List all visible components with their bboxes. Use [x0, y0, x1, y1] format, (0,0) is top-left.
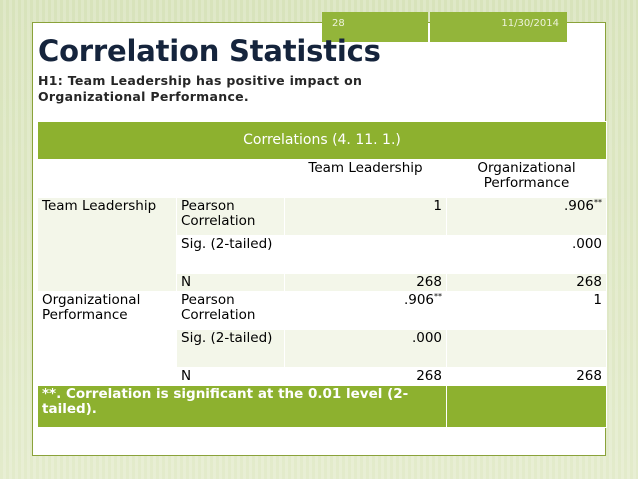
col-header-org-performance: Organizational Performance — [446, 159, 607, 198]
header-empty-cell — [176, 159, 285, 198]
hypothesis-text: H1: Team Leadership has positive impact … — [38, 73, 363, 104]
value-cell — [446, 329, 607, 368]
row-group-team-leadership: Team Leadership — [37, 197, 177, 292]
table-caption: Correlations (4. 11. 1.) — [37, 121, 607, 160]
page-title: Correlation Statistics — [38, 34, 381, 68]
stat-label: Sig. (2-tailed) — [176, 329, 285, 368]
value-text: .906 — [563, 198, 594, 214]
col-header-team-leadership: Team Leadership — [284, 159, 447, 198]
significance-mark: ** — [594, 198, 602, 207]
value-cell: 268 — [284, 273, 447, 292]
value-cell: 268 — [284, 367, 447, 386]
stat-label: N — [176, 367, 285, 386]
slide-number: 28 — [322, 12, 428, 42]
header-empty-cell — [37, 159, 177, 198]
value-cell: 268 — [446, 273, 607, 292]
stat-label: Sig. (2-tailed) — [176, 235, 285, 274]
value-cell: 1 — [284, 197, 447, 236]
value-cell: 268 — [446, 367, 607, 386]
stat-label: Pearson Correlation — [176, 197, 285, 236]
value-cell: .906** — [284, 291, 447, 330]
correlation-table: Correlations (4. 11. 1.) Team Leadership… — [37, 121, 607, 428]
footnote-empty-cell — [446, 385, 607, 428]
stat-label: Pearson Correlation — [176, 291, 285, 330]
row-group-org-performance: Organizational Performance — [37, 291, 177, 386]
value-cell: .906** — [446, 197, 607, 236]
value-cell: 1 — [446, 291, 607, 330]
significance-mark: ** — [434, 292, 442, 301]
value-cell: .000 — [446, 235, 607, 274]
stat-label: N — [176, 273, 285, 292]
value-cell — [284, 235, 447, 274]
table-footnote: **. Correlation is significant at the 0.… — [37, 385, 447, 428]
value-cell: .000 — [284, 329, 447, 368]
slide-date: 11/30/2014 — [430, 12, 567, 42]
value-text: .906 — [403, 292, 434, 308]
